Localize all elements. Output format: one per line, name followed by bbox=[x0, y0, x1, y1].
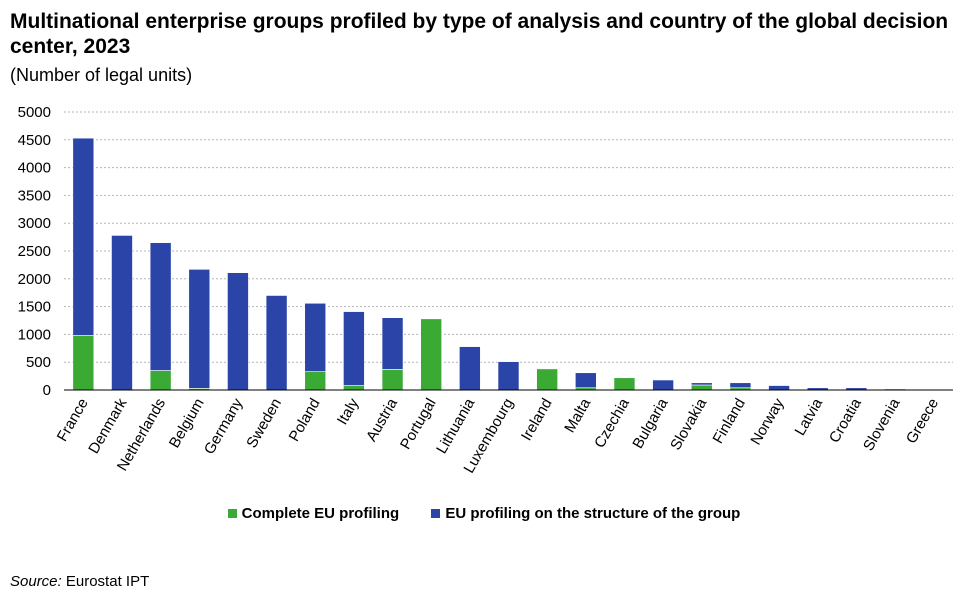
bar-structure-germany bbox=[227, 272, 249, 391]
bar-structure-sweden bbox=[265, 295, 288, 391]
bar-structure-poland bbox=[304, 302, 327, 372]
bar-structure-bulgaria bbox=[652, 379, 674, 391]
bar-complete-france bbox=[72, 335, 95, 391]
y-tick-label: 2000 bbox=[18, 271, 51, 288]
bar-structure-austria bbox=[381, 317, 404, 370]
legend: Complete EU profiling EU profiling on th… bbox=[0, 505, 968, 522]
x-tick-label-poland: Poland bbox=[286, 396, 324, 445]
x-tick-label-belgium: Belgium bbox=[166, 396, 208, 451]
y-tick-label: 4500 bbox=[18, 132, 51, 149]
x-tick-label-latvia: Latvia bbox=[791, 395, 826, 439]
y-axis-ticks: 0 500 1000 1500 2000 2500 3000 3500 4000 4500 5000 bbox=[18, 104, 51, 399]
source-label: Source: bbox=[10, 573, 62, 590]
x-tick-label-croatia: Croatia bbox=[826, 395, 865, 446]
bars bbox=[72, 137, 906, 391]
bar-complete-czechia bbox=[613, 377, 636, 391]
x-tick-label-france: France bbox=[54, 396, 92, 445]
y-tick-label: 500 bbox=[26, 354, 51, 371]
bar-structure-belgium bbox=[188, 269, 211, 389]
bar-complete-italy bbox=[343, 385, 365, 391]
y-tick-label: 0 bbox=[43, 382, 51, 399]
y-tick-label: 2500 bbox=[18, 243, 51, 260]
chart-title: Multinational enterprise groups profiled… bbox=[10, 10, 949, 58]
bar-structure-slovakia bbox=[690, 382, 713, 386]
legend-item-structure: EU profiling on the structure of the gro… bbox=[431, 505, 740, 522]
x-tick-label-bulgaria: Bulgaria bbox=[629, 395, 672, 452]
x-tick-label-italy: Italy bbox=[334, 395, 363, 428]
y-tick-label: 1500 bbox=[18, 299, 51, 316]
x-tick-label-malta: Malta bbox=[561, 395, 594, 436]
legend-item-complete: Complete EU profiling bbox=[227, 505, 400, 522]
y-tick-label: 5000 bbox=[18, 104, 51, 121]
x-tick-label-austria: Austria bbox=[363, 395, 401, 444]
bar-structure-italy bbox=[343, 311, 365, 386]
x-tick-label-sweden: Sweden bbox=[243, 396, 285, 451]
source-text: Eurostat IPT bbox=[61, 573, 150, 590]
bar-structure-denmark bbox=[111, 235, 133, 391]
bar-structure-netherlands bbox=[149, 242, 172, 371]
x-tick-label-slovakia: Slovakia bbox=[667, 395, 710, 453]
source-note: Source: Eurostat IPT bbox=[10, 573, 149, 590]
x-tick-label-norway: Norway bbox=[747, 395, 787, 448]
bar-complete-ireland bbox=[536, 368, 558, 391]
x-tick-label-portugal: Portugal bbox=[397, 396, 440, 453]
bar-structure-norway bbox=[768, 385, 790, 391]
x-tick-label-finland: Finland bbox=[710, 396, 749, 447]
bar-structure-lithuania bbox=[459, 346, 481, 391]
bar-complete-netherlands bbox=[149, 370, 172, 391]
y-tick-label: 3000 bbox=[18, 215, 51, 232]
bar-structure-luxembourg bbox=[497, 361, 520, 391]
x-axis-ticks: FranceDenmarkNetherlandsBelgiumGermanySw… bbox=[54, 395, 942, 476]
x-tick-label-greece: Greece bbox=[903, 396, 942, 447]
x-tick-label-czechia: Czechia bbox=[591, 395, 633, 451]
bar-complete-portugal bbox=[420, 318, 442, 391]
bar-chart: 0 500 1000 1500 2000 2500 3000 3500 4000 4500 5000… bbox=[18, 104, 953, 476]
x-tick-label-germany: Germany bbox=[201, 395, 247, 457]
x-tick-label-ireland: Ireland bbox=[518, 396, 556, 444]
y-tick-label: 1000 bbox=[18, 326, 51, 343]
legend-swatch-structure bbox=[431, 509, 441, 518]
chart-subtitle: (Number of legal units) bbox=[10, 65, 193, 85]
legend-label-structure: EU profiling on the structure of the gro… bbox=[445, 505, 741, 522]
y-tick-label: 4000 bbox=[18, 160, 51, 177]
x-tick-label-slovenia: Slovenia bbox=[860, 395, 904, 454]
legend-label-complete: Complete EU profiling bbox=[241, 505, 400, 522]
bar-structure-france bbox=[72, 137, 95, 336]
bar-complete-austria bbox=[381, 369, 404, 391]
legend-swatch-complete bbox=[227, 509, 237, 518]
bar-structure-finland bbox=[729, 382, 752, 389]
y-tick-label: 3500 bbox=[18, 187, 51, 204]
bar-structure-malta bbox=[575, 372, 597, 389]
bar-complete-slovakia bbox=[690, 384, 713, 391]
bar-complete-poland bbox=[304, 371, 327, 391]
